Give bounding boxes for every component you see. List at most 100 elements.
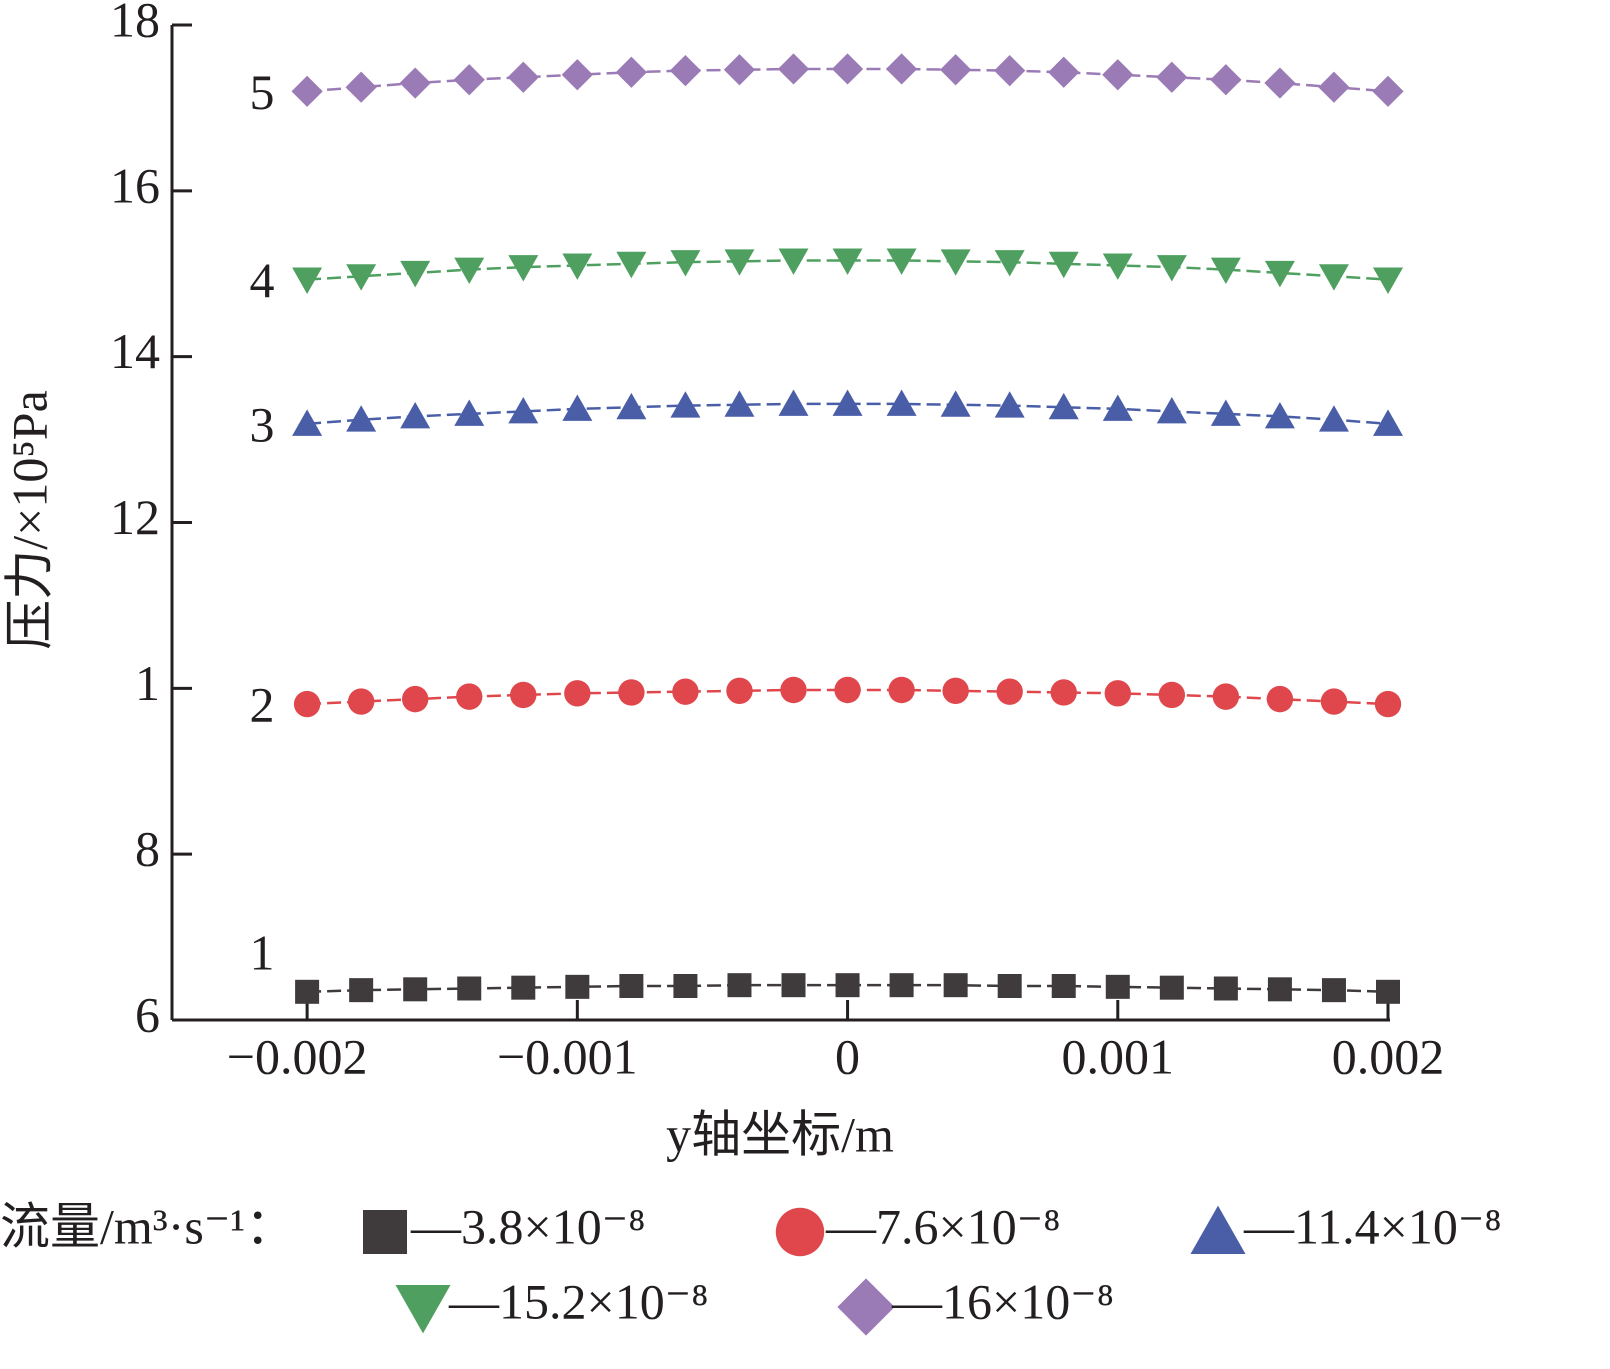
legend-label: —11.4×10⁻⁸	[1243, 1198, 1502, 1254]
data-point	[889, 973, 914, 998]
data-point	[510, 681, 537, 709]
data-point	[780, 676, 807, 704]
data-point	[886, 248, 917, 275]
series-annotation: 5	[250, 64, 275, 120]
data-point	[1318, 71, 1350, 103]
data-point	[507, 61, 539, 93]
y-tick-label: 18	[110, 0, 160, 47]
legend-marker	[775, 1207, 825, 1257]
data-point	[403, 977, 428, 1002]
data-point	[564, 680, 591, 707]
data-point	[834, 676, 861, 704]
data-point	[615, 56, 647, 88]
x-tick-label: −0.002	[227, 1028, 368, 1084]
y-tick-label: 8	[135, 821, 160, 877]
data-point	[1372, 75, 1404, 107]
data-point	[832, 389, 863, 416]
data-point	[672, 678, 699, 705]
data-point	[1264, 401, 1295, 429]
data-point	[1266, 685, 1294, 713]
data-point	[1267, 977, 1292, 1002]
y-tick-label: 1	[135, 655, 160, 711]
data-point	[886, 53, 918, 85]
data-point	[349, 978, 374, 1003]
data-point	[346, 264, 377, 291]
data-point	[1212, 683, 1240, 710]
legend-label: —16×10⁻⁸	[891, 1273, 1114, 1329]
data-point	[562, 394, 593, 421]
legend-label: —7.6×10⁻⁸	[825, 1198, 1061, 1254]
data-point	[670, 250, 701, 277]
data-point	[1264, 67, 1296, 99]
data-point	[994, 55, 1026, 87]
data-point	[619, 974, 644, 999]
data-point	[1210, 257, 1241, 285]
data-point	[1048, 251, 1079, 279]
data-point	[724, 249, 755, 276]
data-point	[727, 973, 752, 998]
data-point	[1210, 399, 1241, 426]
data-point	[399, 67, 431, 99]
data-point	[1158, 681, 1186, 709]
data-point	[1102, 253, 1133, 280]
data-point	[994, 391, 1025, 418]
data-point	[1373, 409, 1403, 436]
legend-label: —3.8×10⁻⁸	[410, 1198, 646, 1254]
y-tick-label: 16	[110, 157, 160, 213]
data-point	[940, 249, 971, 276]
data-point	[943, 973, 968, 998]
data-point	[1318, 405, 1349, 432]
data-point	[293, 690, 321, 718]
data-point	[1156, 61, 1188, 93]
legend-marker	[395, 1285, 451, 1334]
data-point	[886, 389, 917, 416]
data-point	[1105, 974, 1130, 999]
data-point	[940, 54, 972, 86]
data-point	[1159, 975, 1184, 1000]
data-point	[1102, 394, 1133, 421]
data-point	[670, 391, 701, 418]
series-annotation: 1	[250, 924, 275, 980]
data-point	[1374, 690, 1402, 718]
data-point	[616, 251, 647, 279]
data-point	[292, 267, 323, 294]
data-point	[1321, 978, 1346, 1003]
data-point	[831, 53, 864, 85]
data-point	[781, 973, 806, 998]
x-axis-label: y轴坐标/m	[666, 1106, 894, 1162]
series-annotation: 4	[250, 252, 275, 308]
data-point	[456, 683, 483, 710]
data-point	[508, 396, 539, 424]
data-point	[457, 976, 482, 1001]
data-point	[726, 677, 753, 705]
data-point	[724, 390, 755, 417]
data-point	[888, 676, 915, 704]
data-point	[1104, 680, 1131, 707]
data-point	[994, 250, 1025, 277]
data-point	[835, 973, 860, 998]
data-point	[453, 64, 485, 96]
data-point	[1320, 688, 1348, 715]
series-annotation: 2	[250, 677, 275, 733]
data-point	[1156, 255, 1187, 282]
data-point	[565, 974, 590, 999]
legend-marker	[837, 1278, 895, 1336]
legend-marker	[363, 1210, 407, 1254]
legend-label: —15.2×10⁻⁸	[448, 1273, 709, 1329]
data-point	[347, 688, 375, 715]
data-point	[616, 392, 647, 420]
legend-title: 流量/m³·s⁻¹：	[0, 1198, 295, 1254]
data-point	[942, 677, 969, 705]
data-point	[996, 678, 1023, 705]
data-point	[400, 401, 431, 429]
data-point	[561, 59, 593, 91]
y-tick-label: 12	[110, 489, 160, 545]
data-point	[291, 75, 323, 107]
data-point	[511, 975, 536, 1000]
data-point	[454, 399, 485, 426]
data-point	[1373, 267, 1403, 294]
data-point	[1048, 56, 1080, 88]
data-point	[1050, 679, 1077, 706]
data-point	[1048, 392, 1079, 420]
